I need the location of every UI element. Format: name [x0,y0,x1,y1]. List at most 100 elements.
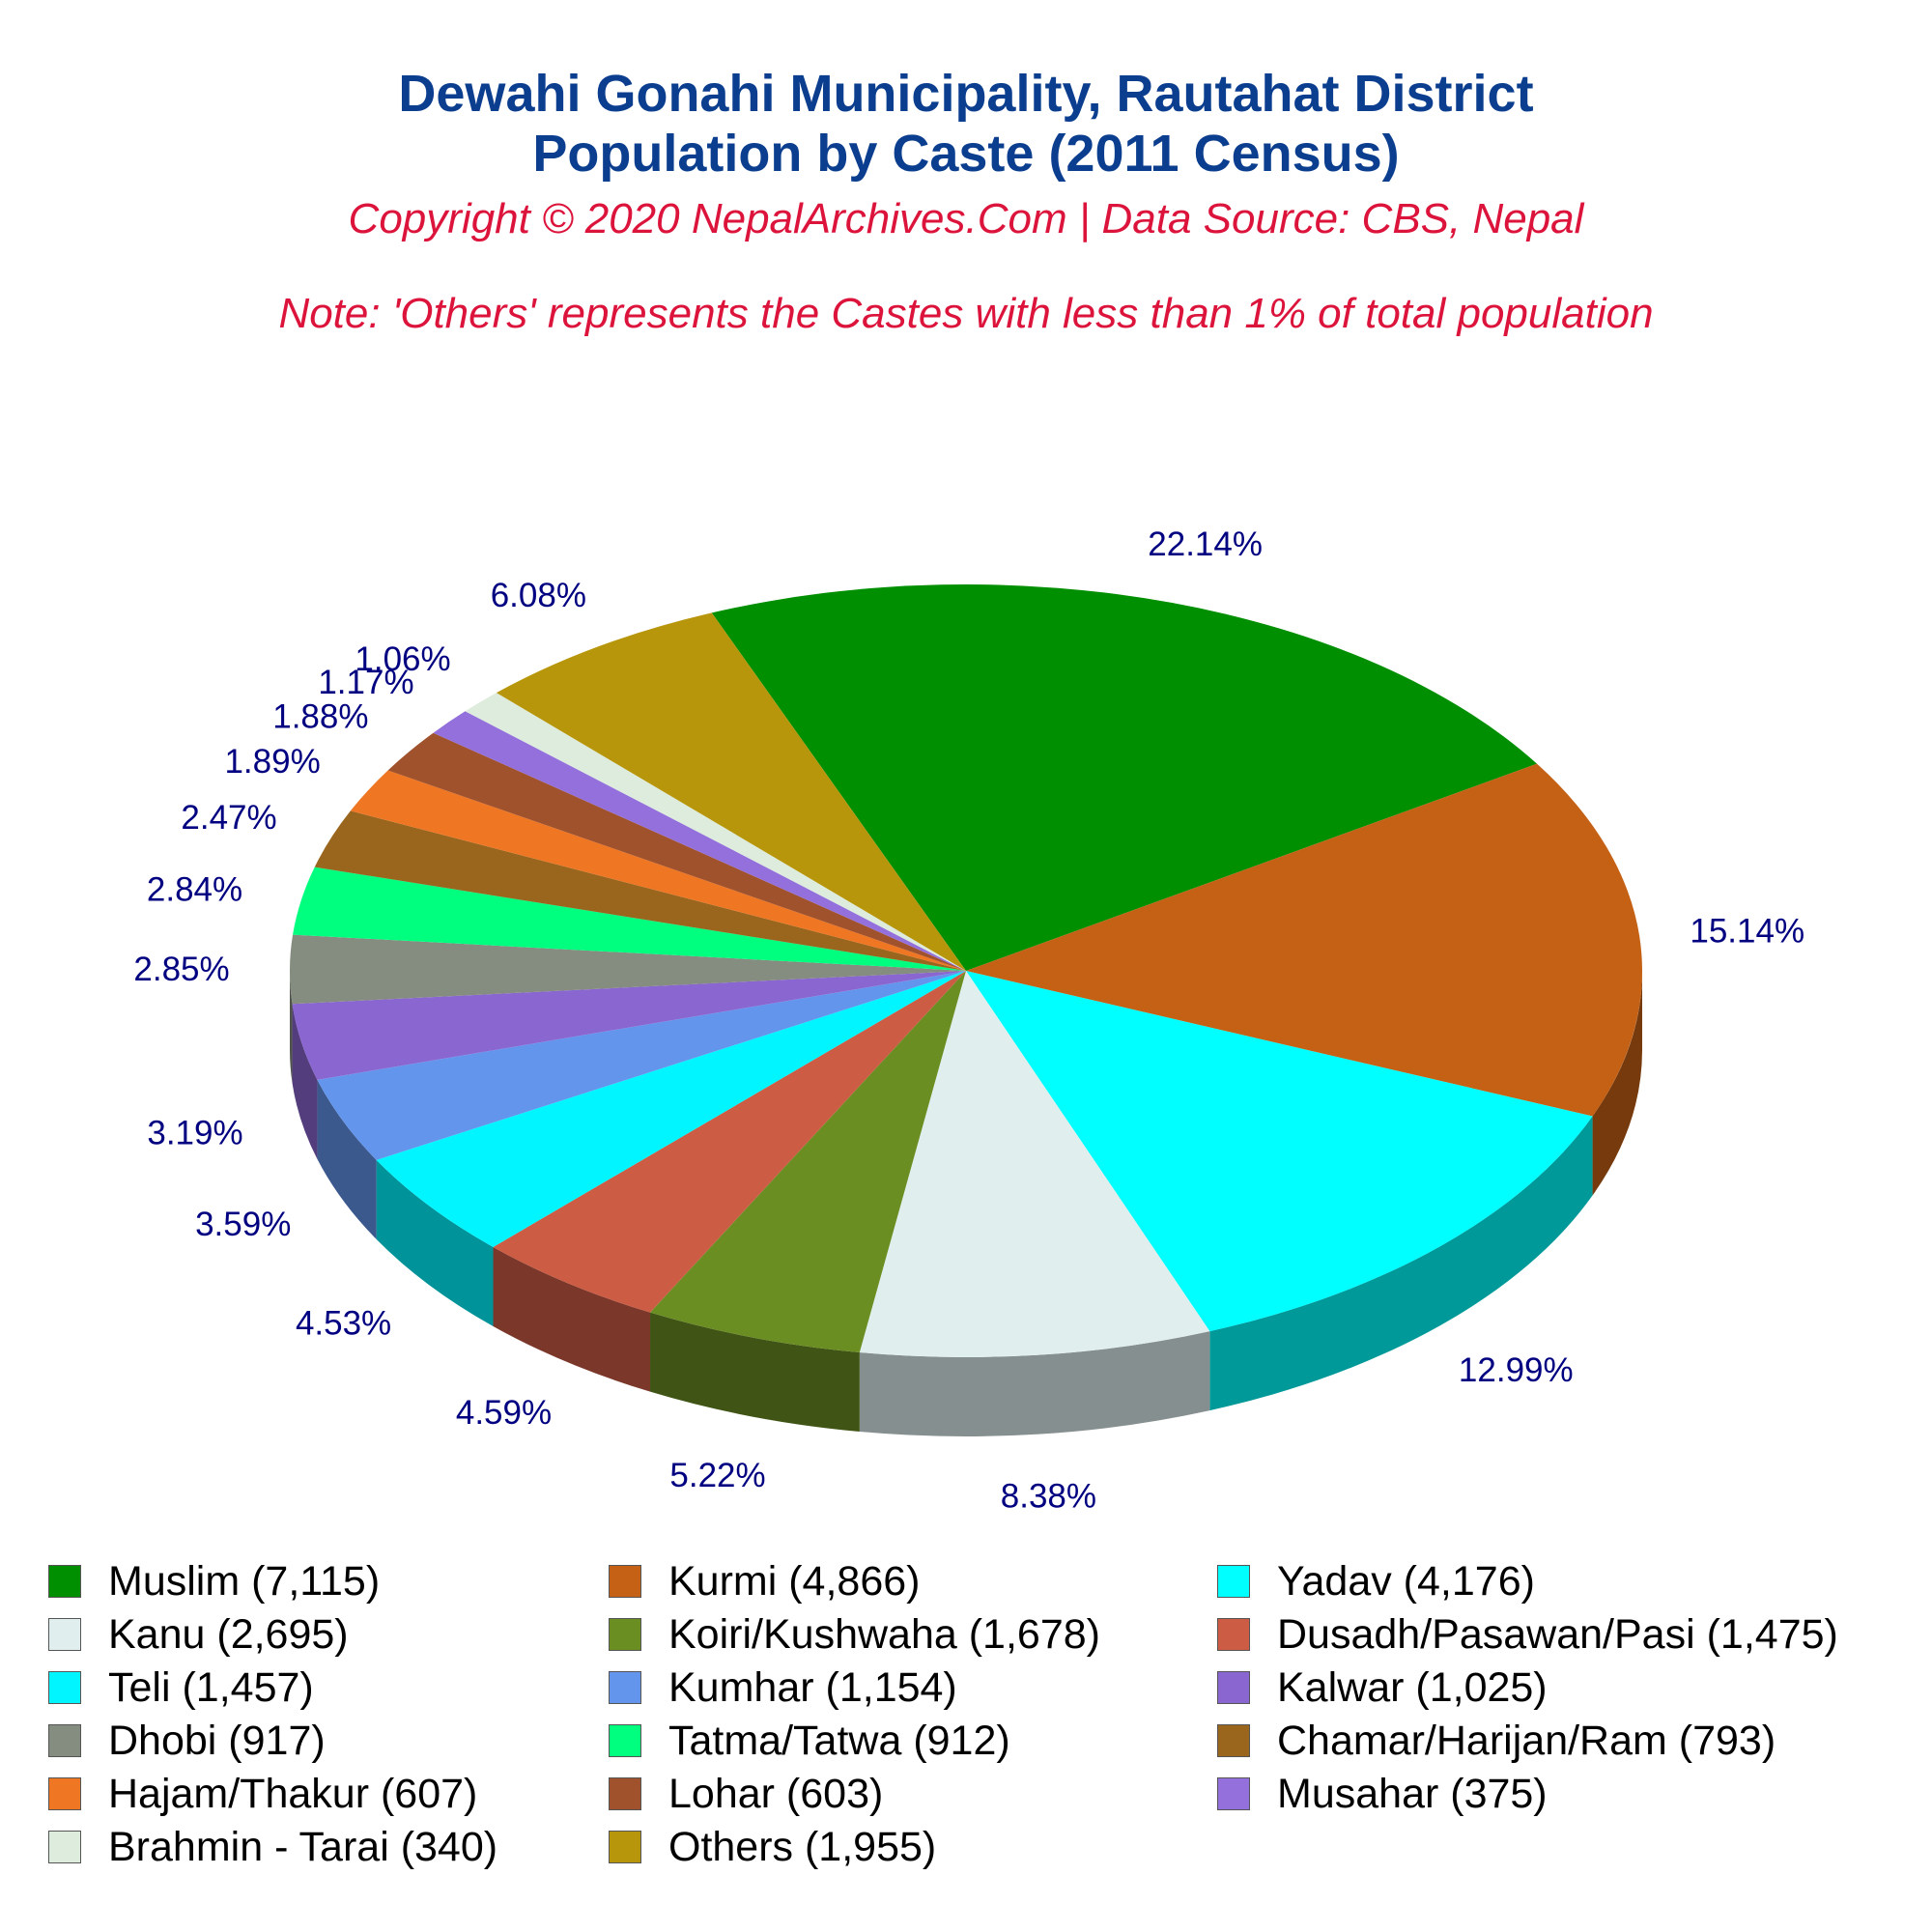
pie-slice-musahar [433,711,967,971]
legend-swatch-yadav [1217,1565,1250,1598]
legend-label-yadav: Yadav (4,176) [1277,1557,1535,1605]
pie-slice-kurmi [966,763,1642,1117]
pie-slice-kalwar [292,971,966,1080]
legend-item-koiri-kushwaha: Koiri/Kushwaha (1,678) [609,1610,1100,1659]
chart-title-line1: Dewahi Gonahi Municipality, Rautahat Dis… [398,65,1534,123]
legend-swatch-dhobi [48,1724,81,1757]
pie-slice-teli [376,971,966,1247]
pie-slice-tatma-tatwa [293,867,966,971]
legend-label-muslim: Muslim (7,115) [108,1557,381,1605]
percent-label-kumhar: 3.59% [195,1206,291,1243]
legend-swatch-koiri-kushwaha [609,1618,641,1651]
legend-item-kanu: Kanu (2,695) [48,1610,349,1659]
pie-side-teli [376,1159,494,1326]
percent-label-brahmin-tarai: 1.06% [355,640,450,678]
pie-chart: 22.14% 15.14% 12.99% 8.38% 5.22% 4.59% 4.53% 3.… [133,526,1804,1515]
legend-label-tatma-tatwa: Tatma/Tatwa (912) [668,1717,1010,1764]
legend-label-koiri-kushwaha: Koiri/Kushwaha (1,678) [668,1610,1100,1658]
legend-swatch-muslim [48,1565,81,1598]
percent-label-koiri-kushwaha: 5.22% [669,1457,765,1494]
legend-label-dusadh-pasawan-pasi: Dusadh/Pasawan/Pasi (1,475) [1277,1610,1838,1658]
percent-label-others: 6.08% [491,577,586,614]
legend-swatch-hajam-thakur [48,1777,81,1810]
pie-side-kalwar [292,1004,318,1159]
pie-side-dhobi [290,971,293,1084]
percent-label-tatma-tatwa: 2.84% [147,871,242,909]
legend-item-kalwar: Kalwar (1,025) [1217,1663,1548,1712]
legend-label-brahmin-tarai: Brahmin - Tarai (340) [108,1823,498,1870]
percent-label-dusadh-pasawan-pasi: 4.59% [456,1394,552,1432]
percent-label-chamar-harijan-ram: 2.47% [181,799,276,837]
note-text: Note: 'Others' represents the Castes wit… [278,290,1654,337]
legend-item-kumhar: Kumhar (1,154) [609,1663,957,1712]
pie-slice-lohar [387,732,966,971]
pie-slice-dhobi [290,934,966,1005]
legend-item-others: Others (1,955) [609,1823,936,1871]
legend-label-lohar: Lohar (603) [668,1770,884,1817]
legend-item-brahmin-tarai: Brahmin - Tarai (340) [48,1823,497,1871]
legend-swatch-kurmi [609,1565,641,1598]
legend-swatch-kalwar [1217,1671,1250,1704]
copyright-text: Copyright © 2020 NepalArchives.Com | Dat… [348,195,1584,242]
legend-item-dusadh-pasawan-pasi: Dusadh/Pasawan/Pasi (1,475) [1217,1610,1838,1659]
legend-item-yadav: Yadav (4,176) [1217,1557,1535,1605]
pie-slice-kumhar [317,971,967,1160]
legend-label-kalwar: Kalwar (1,025) [1277,1663,1548,1711]
pie-slice-hajam-thakur [350,770,966,971]
legend: Muslim (7,115) Kurmi (4,866) Yadav (4,176)… [0,1557,1932,1886]
legend-item-teli: Teli (1,457) [48,1663,314,1712]
legend-label-chamar-harijan-ram: Chamar/Harijan/Ram (793) [1277,1717,1776,1764]
legend-label-kumhar: Kumhar (1,154) [668,1663,957,1711]
pie-side-kumhar [317,1079,377,1239]
legend-swatch-lohar [609,1777,641,1810]
legend-swatch-musahar [1217,1777,1250,1810]
percent-label-kalwar: 3.19% [147,1115,242,1152]
legend-item-hajam-thakur: Hajam/Thakur (607) [48,1770,477,1818]
legend-label-kanu: Kanu (2,695) [108,1610,349,1658]
percent-label-yadav: 12.99% [1459,1351,1574,1389]
percent-label-musahar: 1.17% [318,664,413,701]
pie-side-kurmi [1592,971,1642,1196]
percent-label-teli: 4.53% [296,1304,391,1342]
legend-label-musahar: Musahar (375) [1277,1770,1548,1817]
pie-slice-brahmin-tarai [465,693,966,971]
legend-label-kurmi: Kurmi (4,866) [668,1557,921,1605]
percent-label-hajam-thakur: 1.89% [224,743,320,781]
legend-item-musahar: Musahar (375) [1217,1770,1548,1818]
pie-side-yadav [1209,1116,1593,1411]
legend-swatch-others [609,1831,641,1863]
percent-label-kurmi: 15.14% [1690,912,1804,950]
pie-sides [290,971,1642,1436]
legend-swatch-chamar-harijan-ram [1217,1724,1250,1757]
legend-label-hajam-thakur: Hajam/Thakur (607) [108,1770,478,1817]
legend-label-others: Others (1,955) [668,1823,937,1870]
percent-label-kanu: 8.38% [1001,1477,1096,1515]
pie-percent-labels: 22.14% 15.14% 12.99% 8.38% 5.22% 4.59% 4.53% 3.… [133,526,1804,1515]
pie-side-koiri-kushwaha [650,1312,860,1433]
legend-item-muslim: Muslim (7,115) [48,1557,380,1605]
legend-item-dhobi: Dhobi (917) [48,1717,326,1765]
legend-swatch-brahmin-tarai [48,1831,81,1863]
percent-label-dhobi: 2.85% [133,951,229,988]
legend-swatch-kumhar [609,1671,641,1704]
percent-label-muslim: 22.14% [1148,526,1263,563]
pie-slices [290,584,1642,1357]
legend-swatch-kanu [48,1618,81,1651]
legend-item-kurmi: Kurmi (4,866) [609,1557,920,1605]
pie-side-dusadh-pasawan-pasi [493,1246,651,1392]
percent-label-lohar: 1.88% [272,697,368,735]
chart-title-line2: Population by Caste (2011 Census) [532,125,1400,183]
pie-slice-koiri-kushwaha [650,971,966,1353]
pie-slice-dusadh-pasawan-pasi [493,971,966,1313]
legend-swatch-teli [48,1671,81,1704]
pie-side-kanu [859,1331,1210,1436]
legend-item-tatma-tatwa: Tatma/Tatwa (912) [609,1717,1010,1765]
pie-slice-kanu [859,971,1210,1357]
legend-label-dhobi: Dhobi (917) [108,1717,326,1764]
pie-slice-others [496,612,966,971]
legend-item-chamar-harijan-ram: Chamar/Harijan/Ram (793) [1217,1717,1776,1765]
pie-slice-chamar-harijan-ram [314,810,966,971]
legend-label-teli: Teli (1,457) [108,1663,314,1711]
pie-slice-yadav [966,971,1593,1332]
legend-item-lohar: Lohar (603) [609,1770,883,1818]
